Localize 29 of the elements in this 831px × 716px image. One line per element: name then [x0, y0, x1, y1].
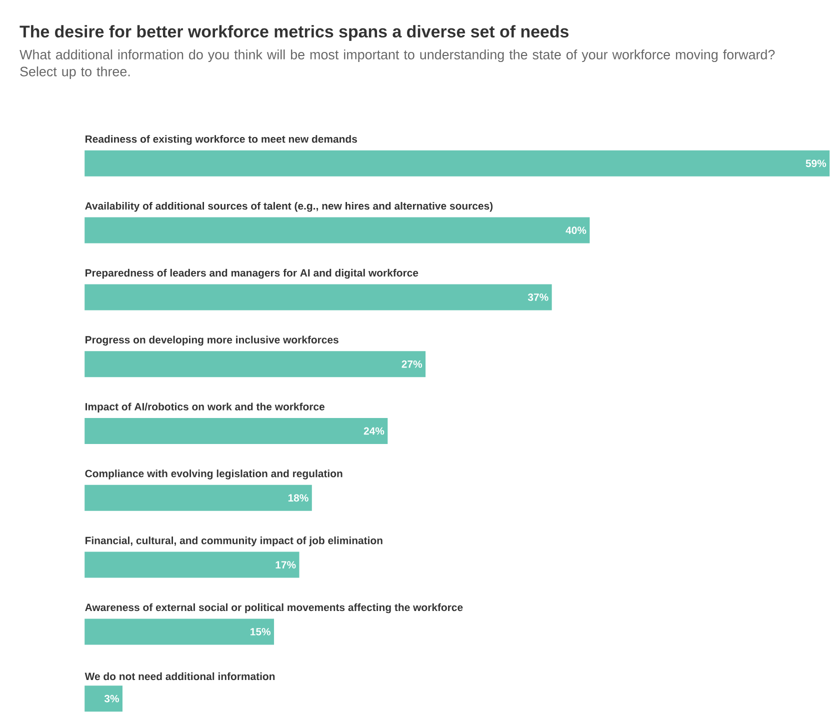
y-tick-label: Financial, cultural, and community impact of job elimination: [86, 536, 382, 546]
bar: [84, 284, 552, 310]
data-label: 40%: [566, 226, 586, 234]
data-label: 24%: [364, 427, 384, 435]
data-label: 27%: [402, 360, 422, 368]
bar: [84, 618, 274, 645]
bar: [84, 351, 426, 378]
y-tick-label: Progress on developing more inclusive workforces: [86, 336, 338, 346]
data-label: 37%: [528, 293, 548, 301]
data-label: 3%: [104, 694, 120, 702]
y-tick-label: Compliance with evolving legislation and regulation: [85, 470, 342, 480]
chart-subtitle: What additional information do you think will be most important to understanding the state of your workforce moving forward? Select up to three.: [20, 50, 775, 79]
bar: [84, 686, 122, 712]
y-tick-label: Awareness of external social or political movements affecting the workforce: [85, 603, 463, 614]
data-label: 59%: [806, 160, 826, 168]
y-tick-label: Preparedness of leaders and managers for AI and digital workforce: [86, 268, 418, 279]
bar: [84, 150, 830, 176]
y-tick-label: Readiness of existing workforce to meet new demands: [86, 135, 357, 145]
bar: [84, 484, 312, 511]
bar: [84, 418, 388, 444]
data-label: 15%: [250, 628, 271, 636]
data-label: 18%: [288, 494, 308, 502]
y-tick-label: Availability of additional sources of talent (e.g., new hires and alternative sources): [85, 202, 493, 212]
chart-title: The desire for better workforce metrics spans a diverse set of needs: [20, 25, 568, 41]
data-label: 17%: [276, 561, 296, 568]
y-tick-label: Impact of AI/robotics on work and the workforce: [86, 402, 324, 412]
y-tick-label: We do not need additional information: [84, 672, 275, 680]
bar: [84, 552, 300, 578]
bar: [84, 217, 590, 244]
